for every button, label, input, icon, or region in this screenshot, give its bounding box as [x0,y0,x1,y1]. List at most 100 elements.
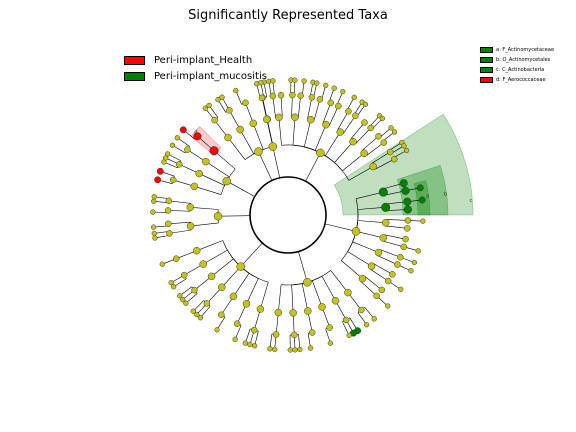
group-legend: Peri-implant_Health Peri-implant_mucosit… [124,52,267,84]
branch-line [342,153,365,172]
taxon-node [207,272,216,281]
taxon-node [183,300,189,306]
taxon-node [378,187,388,197]
taxon-node [209,146,219,156]
taxon-node [367,124,374,132]
clade-letter-c: c [470,198,473,204]
branch-line [324,223,357,232]
taxon-node [229,292,238,301]
branch-line [199,173,225,186]
taxon-node [249,119,258,128]
branch-line [371,151,391,164]
taxon-node [150,209,156,215]
taxon-node [179,126,187,134]
branch-line [168,221,191,225]
branch-line [292,117,296,146]
taxon-node [254,147,263,156]
taxon-node [379,234,388,242]
taxon-node [186,222,195,230]
branch-line [364,275,382,291]
taxon-node [342,316,350,324]
branch-line [297,95,301,118]
taxon-node [379,115,386,122]
branch-line [374,158,395,170]
branch-line [357,207,386,210]
taxon-node [316,96,324,103]
taxon-node [403,147,410,154]
taxon-node [335,102,342,110]
taxon-node [390,155,398,163]
taxon-node [268,142,278,151]
branch-line [291,95,293,118]
branch-line [341,260,363,279]
taxon-node [292,77,298,83]
taxon-node [327,99,334,107]
taxon-node [247,341,253,348]
taxon-node [367,262,376,270]
taxon-node [400,243,407,251]
branch-line [272,95,276,118]
branch-line [382,240,404,248]
taxon-node [385,303,391,309]
clade-legend: a: F_Actinomycetaceae b: O_Actinomycetal… [480,45,554,85]
clade-legend-item-a: a: F_Actinomycetaceae [480,45,554,55]
taxon-node [197,315,204,321]
clade-letters: c b a d [194,129,472,204]
taxon-node [309,329,316,336]
branch-line [348,166,374,181]
branch-line [330,270,349,293]
taxon-node [416,184,424,192]
branch-line [240,242,263,267]
taxon-node [174,135,180,141]
taxon-node [415,248,421,254]
branch-line [325,131,341,156]
clade-label-c: c: C_Actinobacteria [496,67,545,73]
taxon-node [151,194,157,200]
taxon-node [398,286,404,292]
legend-item-mucositis: Peri-implant_mucositis [124,68,267,84]
taxon-node [219,94,225,100]
branch-line [313,99,321,121]
taxon-node [151,198,157,204]
taxon-node [169,176,177,184]
taxon-node [386,148,394,156]
taxon-node [402,235,409,243]
branch-line [194,186,222,195]
taxon-node [152,235,158,241]
taxon-node [154,176,162,184]
taxon-node [361,119,368,126]
branch-line [301,283,309,312]
taxon-node [272,331,280,338]
branch-line [355,127,371,145]
taxon-node [403,205,412,214]
taxon-node [192,246,201,255]
taxon-node [213,211,223,221]
taxon-node [269,92,277,100]
branch-line [321,276,336,301]
taxon-node [401,186,410,195]
highlight-c [333,113,474,216]
branch-line [337,111,349,131]
taxon-node [323,82,329,89]
branch-line [360,280,377,297]
clade-legend-item-d: d: F_Aerococcaceae [480,75,554,85]
taxon-node [404,225,411,232]
taxon-node [399,179,408,188]
taxon-node [194,311,200,318]
taxon-node [374,248,383,257]
taxon-node [369,162,377,171]
taxon-node [358,306,365,314]
taxon-node [211,116,218,124]
taxon-node [318,303,326,311]
branch-line [328,105,339,127]
branch-line [312,280,323,307]
taxon-node [289,309,297,317]
taxon-node [381,218,390,227]
taxon-node [408,268,414,274]
taxon-node [331,85,337,91]
branch-line [350,122,365,140]
taxon-node [362,101,369,108]
branch-line [233,273,250,297]
taxon-node [363,322,370,328]
taxon-node [171,284,177,290]
